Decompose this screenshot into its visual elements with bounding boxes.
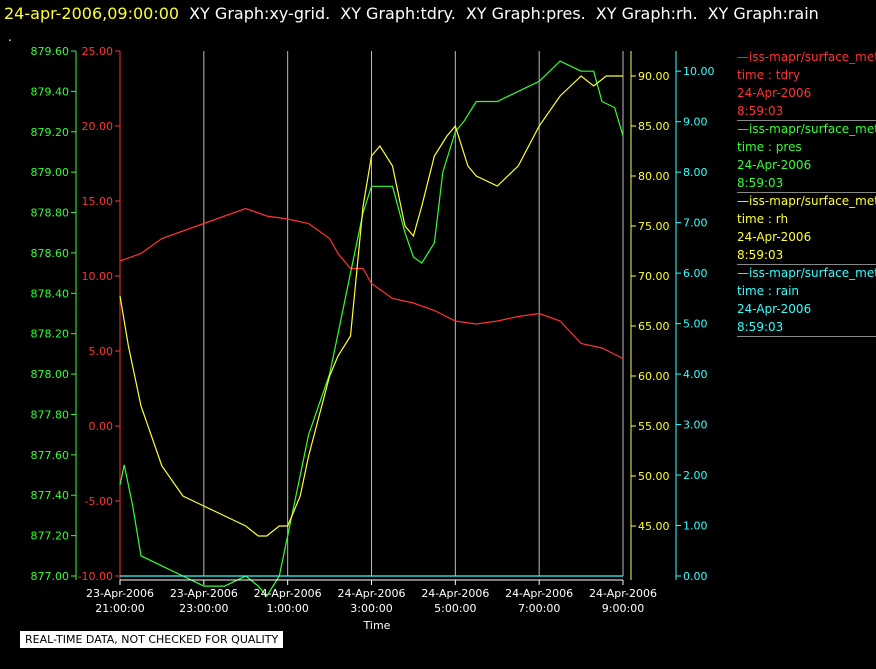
legend-time: 8:59:03 bbox=[737, 104, 784, 118]
tick-label-rh: 50.00 bbox=[638, 470, 670, 483]
graph-name-rh: XY Graph:rh. bbox=[595, 4, 698, 23]
tick-label-tdry: 25.00 bbox=[82, 45, 114, 58]
tick-label-rain: 8.00 bbox=[683, 166, 708, 179]
legend-time: 8:59:03 bbox=[737, 320, 784, 334]
tick-label-pres: 878.80 bbox=[31, 207, 70, 220]
tick-label-rain: 6.00 bbox=[683, 267, 708, 280]
grid-lines bbox=[119, 51, 624, 576]
series-line-tdry bbox=[119, 207, 624, 360]
x-axis-label: Time bbox=[363, 619, 391, 632]
series-line-pres bbox=[119, 60, 624, 598]
legend-variable: time : pres bbox=[737, 140, 802, 154]
graph-name-xy-grid: XY Graph:xy-grid. bbox=[189, 4, 331, 23]
legend-entry-pres: —iss-mapr/surface_met time : pres 24-Apr… bbox=[737, 120, 876, 193]
legend-variable: time : tdry bbox=[737, 68, 801, 82]
x-axis: 23-Apr-2006 21:00:00 23-Apr-2006 23:00:00 24… bbox=[86, 579, 657, 632]
legend-time: 8:59:03 bbox=[737, 248, 784, 262]
tick-label-tdry: 0.00 bbox=[89, 420, 114, 433]
tick-label-tdry: -10.00 bbox=[78, 570, 113, 583]
legend-variable: time : rh bbox=[737, 212, 789, 226]
tick-label-rh: 45.00 bbox=[638, 520, 670, 533]
tick-label-tdry: 15.00 bbox=[82, 195, 114, 208]
x-tick-time: 21:00:00 bbox=[95, 602, 144, 615]
graph-name-tdry: XY Graph:tdry. bbox=[340, 4, 456, 23]
tick-label-rh: 60.00 bbox=[638, 370, 670, 383]
tick-label-rh: 75.00 bbox=[638, 220, 670, 233]
tick-label-rh: 80.00 bbox=[638, 170, 670, 183]
tick-label-pres: 877.60 bbox=[31, 449, 70, 462]
marker-dot: . bbox=[8, 30, 12, 44]
legend-variable: time : rain bbox=[737, 284, 800, 298]
tick-label-pres: 879.60 bbox=[31, 45, 70, 58]
tick-label-rain: 0.00 bbox=[683, 570, 708, 583]
legend-date: 24-Apr-2006 bbox=[737, 158, 812, 172]
x-tick-date: 24-Apr-2006 bbox=[589, 587, 657, 600]
tick-label-rh: 55.00 bbox=[638, 420, 670, 433]
legend-date: 24-Apr-2006 bbox=[737, 230, 812, 244]
tick-label-pres: 879.20 bbox=[31, 126, 70, 139]
tick-label-rain: 10.00 bbox=[683, 65, 715, 78]
tick-label-pres: 878.60 bbox=[31, 247, 70, 260]
tick-label-tdry: -5.00 bbox=[85, 495, 113, 508]
tick-label-rh: 65.00 bbox=[638, 320, 670, 333]
graph-name-pres: XY Graph:pres. bbox=[465, 4, 586, 23]
legend-entry-rain: —iss-mapr/surface_met time : rain 24-Apr… bbox=[737, 264, 876, 337]
tick-label-rain: 5.00 bbox=[683, 318, 708, 331]
quality-notice: REAL-TIME DATA, NOT CHECKED FOR QUALITY bbox=[20, 631, 284, 648]
legend-date: 24-Apr-2006 bbox=[737, 86, 812, 100]
series-line-rh bbox=[119, 75, 623, 537]
tick-label-tdry: 10.00 bbox=[82, 270, 114, 283]
tick-label-rain: 7.00 bbox=[683, 217, 708, 230]
x-tick-time: 5:00:00 bbox=[434, 602, 476, 615]
legend-time: 8:59:03 bbox=[737, 176, 784, 190]
tick-label-rh: 70.00 bbox=[638, 270, 670, 283]
tick-label-pres: 877.80 bbox=[31, 408, 70, 421]
x-tick-date: 24-Apr-2006 bbox=[254, 587, 322, 600]
axes: 877.00 877.20 877.40 877.60 877.80 878.00 878.… bbox=[31, 45, 715, 583]
x-tick-time: 23:00:00 bbox=[179, 602, 228, 615]
legend-entry-rh: —iss-mapr/surface_met time : rh 24-Apr-2… bbox=[737, 192, 876, 265]
legend-date: 24-Apr-2006 bbox=[737, 302, 812, 316]
tick-label-rain: 9.00 bbox=[683, 116, 708, 129]
legend-source-name: —iss-mapr/surface_met bbox=[737, 122, 876, 136]
tick-label-pres: 878.20 bbox=[31, 328, 70, 341]
graph-title-bar: 24-apr-2006,09:00:00 XY Graph:xy-grid. XY … bbox=[4, 2, 829, 26]
legend-source-name: —iss-mapr/surface_met bbox=[737, 266, 876, 280]
x-tick-time: 9:00:00 bbox=[602, 602, 644, 615]
legend-source-name: —iss-mapr/surface_met bbox=[737, 194, 876, 208]
x-tick-date: 23-Apr-2006 bbox=[170, 587, 238, 600]
tick-label-pres: 878.00 bbox=[31, 368, 70, 381]
legend-source-name: —iss-mapr/surface_met bbox=[737, 50, 876, 64]
x-tick-date: 24-Apr-2006 bbox=[337, 587, 405, 600]
tick-label-rain: 4.00 bbox=[683, 368, 708, 381]
x-tick-date: 24-Apr-2006 bbox=[421, 587, 489, 600]
tick-label-tdry: 5.00 bbox=[89, 345, 114, 358]
tick-label-tdry: 20.00 bbox=[82, 120, 114, 133]
tick-label-pres: 877.20 bbox=[31, 530, 70, 543]
tick-label-pres: 879.40 bbox=[31, 85, 70, 98]
tick-label-rh: 85.00 bbox=[638, 120, 670, 133]
legend-entry-tdry: —iss-mapr/surface_met time : tdry 24-Apr… bbox=[737, 48, 876, 121]
x-tick-time: 1:00:00 bbox=[266, 602, 308, 615]
tick-label-rain: 1.00 bbox=[683, 520, 708, 533]
x-tick-time: 3:00:00 bbox=[350, 602, 392, 615]
x-tick-time: 7:00:00 bbox=[518, 602, 560, 615]
x-tick-date: 24-Apr-2006 bbox=[505, 587, 573, 600]
tick-label-pres: 878.40 bbox=[31, 287, 70, 300]
tick-label-rain: 2.00 bbox=[683, 469, 708, 482]
tick-label-pres: 877.40 bbox=[31, 489, 70, 502]
timestamp: 24-apr-2006,09:00:00 bbox=[4, 4, 180, 23]
x-tick-date: 23-Apr-2006 bbox=[86, 587, 154, 600]
tick-label-rain: 3.00 bbox=[683, 419, 708, 432]
tick-label-pres: 879.00 bbox=[31, 166, 70, 179]
tick-label-pres: 877.00 bbox=[31, 570, 70, 583]
graph-name-rain: XY Graph:rain bbox=[707, 4, 819, 23]
tick-label-rh: 90.00 bbox=[638, 70, 670, 83]
series-lines bbox=[119, 60, 624, 598]
